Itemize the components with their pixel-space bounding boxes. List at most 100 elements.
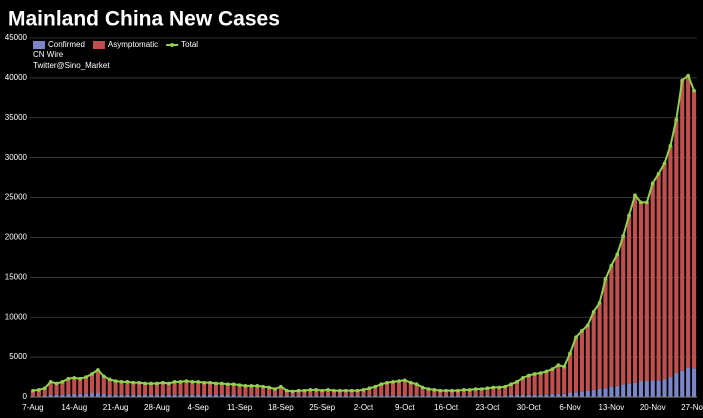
bar [526,394,531,397]
bar [585,325,590,391]
bar [573,392,579,397]
x-tick-label: 20-Nov [640,403,666,412]
bar [361,395,366,397]
x-tick-label: 30-Oct [517,403,542,412]
bar [390,395,396,397]
bar [160,382,165,395]
total-point [645,200,649,205]
bar [255,385,260,396]
total-point [267,385,271,390]
total-point [279,384,283,389]
bar [579,391,584,397]
bar [385,395,390,397]
bar [538,394,543,397]
x-tick-label: 2-Oct [354,403,374,412]
total-point [308,388,313,392]
bar [674,119,679,374]
total-point [367,386,372,391]
total-point [662,161,667,166]
total-point [568,351,572,355]
bar [249,385,254,396]
total-point [261,384,265,389]
total-point [31,388,35,393]
annotation: Twitter@Sino_Market [33,61,110,70]
total-point [627,213,631,217]
y-tick-label: 25000 [5,193,28,202]
total-point [125,380,130,384]
total-point [332,388,336,393]
bar [225,384,230,395]
bar [638,381,643,397]
bar [243,385,248,396]
total-point [426,387,431,391]
total-point [591,309,596,314]
total-point [597,301,602,305]
bar [308,395,313,397]
bar [491,387,496,396]
bar [656,380,661,397]
bar [272,389,278,396]
total-point [296,388,301,393]
bar [261,386,266,396]
bar [532,394,537,397]
bar [125,394,130,397]
legend-label: Total [181,40,198,49]
bar [95,369,100,394]
total-point [202,380,206,385]
bar [455,395,461,397]
total-point [214,381,218,386]
bar [444,390,449,396]
total-point [420,385,425,390]
bar [644,202,649,382]
bar [349,390,354,396]
total-point [237,383,242,387]
y-tick-label: 0 [23,392,28,401]
bar [408,395,413,397]
total-point [113,379,118,383]
bar [479,395,484,397]
total-point [143,381,147,386]
bar [514,394,520,397]
bar [449,390,455,396]
bar [48,381,53,395]
total-point [302,388,307,393]
bar [385,382,390,396]
x-tick-label: 21-Aug [103,403,129,412]
bar [408,382,413,396]
x-tick-label: 6-Nov [559,403,580,412]
bar [609,265,614,387]
chart-title: Mainland China New Cases [8,8,280,31]
total-point [444,388,448,393]
total-point [456,388,460,393]
bar [89,373,95,394]
bar [320,395,325,397]
x-tick-label: 18-Sep [268,403,294,412]
bar [691,368,697,397]
bar [219,394,224,397]
bar [84,377,89,394]
bar [520,377,525,395]
bar [261,395,266,397]
bar [597,389,602,397]
bar [355,395,360,397]
bar [278,395,283,397]
total-point [48,380,53,384]
total-point [379,382,384,387]
bar [66,393,71,397]
y-tick-label: 15000 [5,272,28,281]
bar [184,381,189,395]
bar [562,393,567,397]
x-tick-label: 11-Sep [227,403,253,412]
total-point [101,374,106,379]
bar [237,385,242,396]
bar [154,383,159,395]
total-point [438,388,443,393]
total-point [54,381,59,386]
bar [137,394,142,397]
total-point [391,380,395,384]
bar [119,394,124,397]
bar [379,395,384,397]
bar [178,381,183,395]
legend-swatch [33,41,45,49]
